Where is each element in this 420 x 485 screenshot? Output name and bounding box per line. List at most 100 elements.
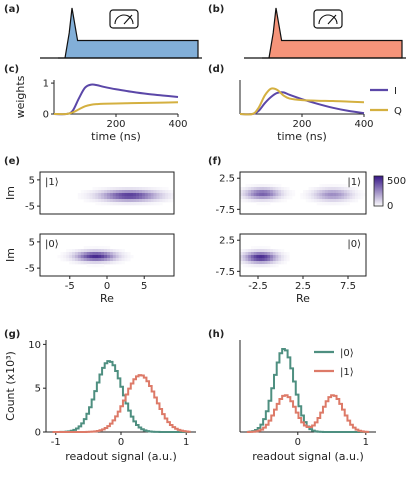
heatmap-cell [141,187,146,191]
heatmap-cell [352,199,356,203]
heatmap-cell [324,193,328,197]
heatmap-cell [322,199,326,203]
heatmap-cell [270,184,274,188]
colorbar-tick-label: 500 [387,176,406,187]
heatmap-cell [92,255,96,259]
heatmap-cell [245,190,249,194]
heatmap-cell [308,199,312,203]
colorbar-step [374,186,383,188]
heatmap-cell [250,249,254,253]
heatmap-cell [115,199,119,203]
heatmap-cell [292,190,296,194]
heatmap-cell [98,187,102,191]
heatmap-cell [98,264,102,268]
heatmap-cell [66,258,70,262]
panel-label: (g) [4,329,20,340]
heatmap-cell [77,252,82,256]
series-line-I [239,91,365,116]
heatmap-cell [338,199,342,203]
heatmap-cell [112,199,117,203]
heatmap-cell [352,190,356,194]
heatmap-cell [335,184,339,188]
heatmap-cell [156,199,160,203]
x-tick-label: -2.5 [248,281,268,292]
heatmap-cell [338,202,342,206]
heatmap-cell [360,190,364,194]
heatmap-cell [319,199,323,203]
heatmap-cell [355,199,359,203]
heatmap-cell [256,199,260,203]
heatmap-cell [264,252,268,256]
heatmap-cell [107,261,111,265]
heatmap-cells [77,187,175,206]
meter-icon-frame [313,9,343,29]
meter-icon [109,9,139,29]
heatmap-cell [253,196,257,200]
heatmap-cell [261,187,265,191]
heatmap-cell [115,249,119,253]
heatmap-cell [112,193,117,197]
heatmap-cell [270,193,274,197]
heatmap-cell [286,190,290,194]
series-line-I [53,83,179,116]
y-axis-label: Im [4,186,17,200]
heatmap-cell [69,261,73,265]
heatmap-cell [101,202,105,206]
heatmap-cell [330,193,334,197]
x-tick-label: -5 [65,281,75,292]
heatmap-cell [264,261,268,265]
heatmap-cell [283,187,287,191]
heatmap-cell [115,252,119,256]
heatmap-cell [267,190,271,194]
heatmap-cell [86,196,90,200]
heatmap-cell [83,193,87,197]
heatmap-cell [270,255,274,259]
heatmap-cell [139,199,143,203]
heatmap-cell [335,196,339,200]
heatmap-cell [286,196,290,200]
heatmap-cell [98,252,102,256]
heatmap-cell [89,252,93,256]
heatmap-cell [272,190,276,194]
heatmap-cell [127,258,131,262]
heatmap-cell [83,249,87,253]
heatmap-cell [242,187,246,191]
heatmap-cell [267,258,271,262]
heatmap-cell [259,190,263,194]
heatmap-cell [250,190,254,194]
heatmap-cell [124,187,128,191]
heatmap-cell [245,264,249,268]
heatmap-cell [278,196,282,200]
heatmap-cell [83,246,87,250]
heatmap-cell [121,255,125,259]
heatmap-cell [253,261,257,265]
colorbar-step [374,191,383,193]
heatmap-cell [133,196,137,200]
colorbar-step [374,190,383,192]
heatmap-cell [86,199,90,203]
heatmap-cell [305,196,309,200]
heatmap-cell [89,261,93,265]
heatmap-cell [281,199,285,203]
heatmap-cell [95,199,99,203]
heatmap-cell [256,187,260,191]
legend-label: |0⟩ [340,348,354,359]
heatmap-cell [72,249,76,253]
heatmap-cell [150,196,154,200]
colorbar-step [374,192,383,194]
panel-label: (c) [4,64,19,75]
heatmap-cell [286,258,290,262]
heatmap-cell [259,199,263,203]
colorbar-step [374,202,383,204]
heatmap-cell [107,199,111,203]
heatmap-cell [83,199,87,203]
heatmap-cell [324,187,328,191]
heatmap-cell [141,193,146,197]
pulse-shape [262,7,403,59]
heatmap-cell [278,249,282,253]
heatmap-cell [327,193,331,197]
heatmap-cell [248,199,252,203]
heatmap-cell [107,246,111,250]
heatmap-cell [104,199,108,203]
heatmap-cell [259,196,263,200]
